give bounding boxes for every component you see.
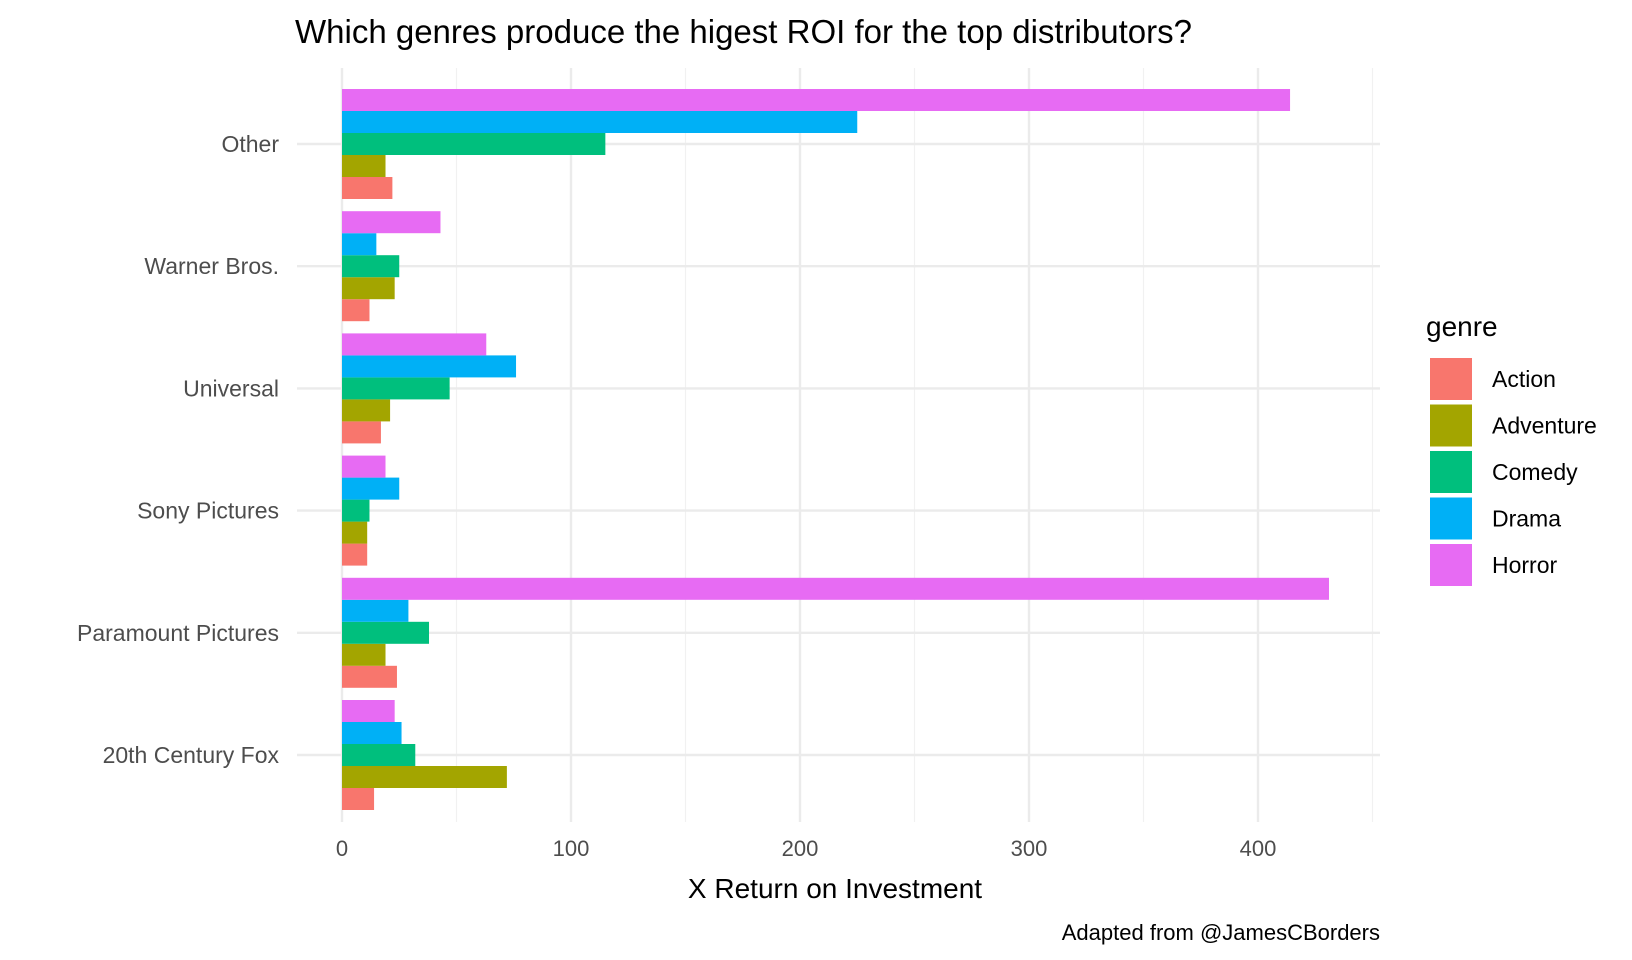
x-axis-ticks: 0 100 200 300 400 <box>336 836 1276 861</box>
bar-comedy-20th-century-fox <box>342 744 416 766</box>
bar-comedy-other <box>342 133 606 155</box>
y-tick-label: Warner Bros. <box>144 253 279 279</box>
caption: Adapted from @JamesCBorders <box>1062 920 1380 945</box>
x-axis-title: X Return on Investment <box>688 873 982 904</box>
bar-horror-20th-century-fox <box>342 700 395 722</box>
chart-title: Which genres produce the higest ROI for … <box>295 13 1192 50</box>
bar-drama-20th-century-fox <box>342 722 402 744</box>
bar-horror-paramount-pictures <box>342 577 1329 600</box>
y-axis-ticks: 20th Century Fox Paramount Pictures Sony P… <box>77 131 279 768</box>
x-tick-label: 0 <box>336 836 348 861</box>
y-tick-label: Universal <box>183 375 279 401</box>
bar-comedy-sony-pictures <box>342 499 370 522</box>
bars <box>342 89 1329 810</box>
bar-adventure-sony-pictures <box>342 521 368 544</box>
bar-action-other <box>342 177 393 199</box>
bar-comedy-universal <box>342 377 450 400</box>
bar-adventure-paramount-pictures <box>342 643 386 666</box>
bar-drama-universal <box>342 355 517 378</box>
x-tick-label: 400 <box>1240 836 1277 861</box>
legend-label-adventure: Adventure <box>1492 413 1597 439</box>
bar-drama-warner-bros <box>342 233 377 256</box>
bar-horror-sony-pictures <box>342 455 386 478</box>
y-tick-label: Paramount Pictures <box>77 620 279 646</box>
legend-label-drama: Drama <box>1492 506 1561 532</box>
bar-adventure-20th-century-fox <box>342 766 507 788</box>
legend-key-action <box>1430 358 1472 400</box>
bar-action-universal <box>342 421 381 444</box>
x-tick-label: 300 <box>1011 836 1048 861</box>
y-tick-label: 20th Century Fox <box>103 742 280 768</box>
legend-key-comedy <box>1430 451 1472 493</box>
legend-label-horror: Horror <box>1492 552 1558 578</box>
bar-adventure-warner-bros <box>342 277 395 300</box>
bar-adventure-other <box>342 155 386 177</box>
bar-horror-universal <box>342 333 487 356</box>
legend-label-action: Action <box>1492 366 1556 392</box>
bar-adventure-universal <box>342 399 391 422</box>
legend: genre Action Adventure Comedy Drama Horror <box>1426 311 1597 586</box>
bar-drama-paramount-pictures <box>342 599 409 622</box>
legend-title: genre <box>1426 311 1498 342</box>
bar-drama-sony-pictures <box>342 477 400 500</box>
bar-horror-warner-bros <box>342 211 441 234</box>
bar-action-warner-bros <box>342 299 370 322</box>
y-tick-label: Sony Pictures <box>137 498 279 524</box>
x-tick-label: 100 <box>553 836 590 861</box>
bar-action-sony-pictures <box>342 543 368 566</box>
legend-key-horror <box>1430 544 1472 586</box>
bar-drama-other <box>342 111 858 133</box>
grid <box>297 68 1380 822</box>
bar-action-paramount-pictures <box>342 665 397 688</box>
bar-comedy-paramount-pictures <box>342 621 430 644</box>
legend-key-adventure <box>1430 404 1472 447</box>
y-tick-label: Other <box>221 131 279 157</box>
legend-label-comedy: Comedy <box>1492 459 1578 485</box>
bar-action-20th-century-fox <box>342 788 375 810</box>
bar-comedy-warner-bros <box>342 255 400 278</box>
x-tick-label: 200 <box>782 836 819 861</box>
legend-key-drama <box>1430 497 1472 540</box>
bar-horror-other <box>342 89 1291 111</box>
